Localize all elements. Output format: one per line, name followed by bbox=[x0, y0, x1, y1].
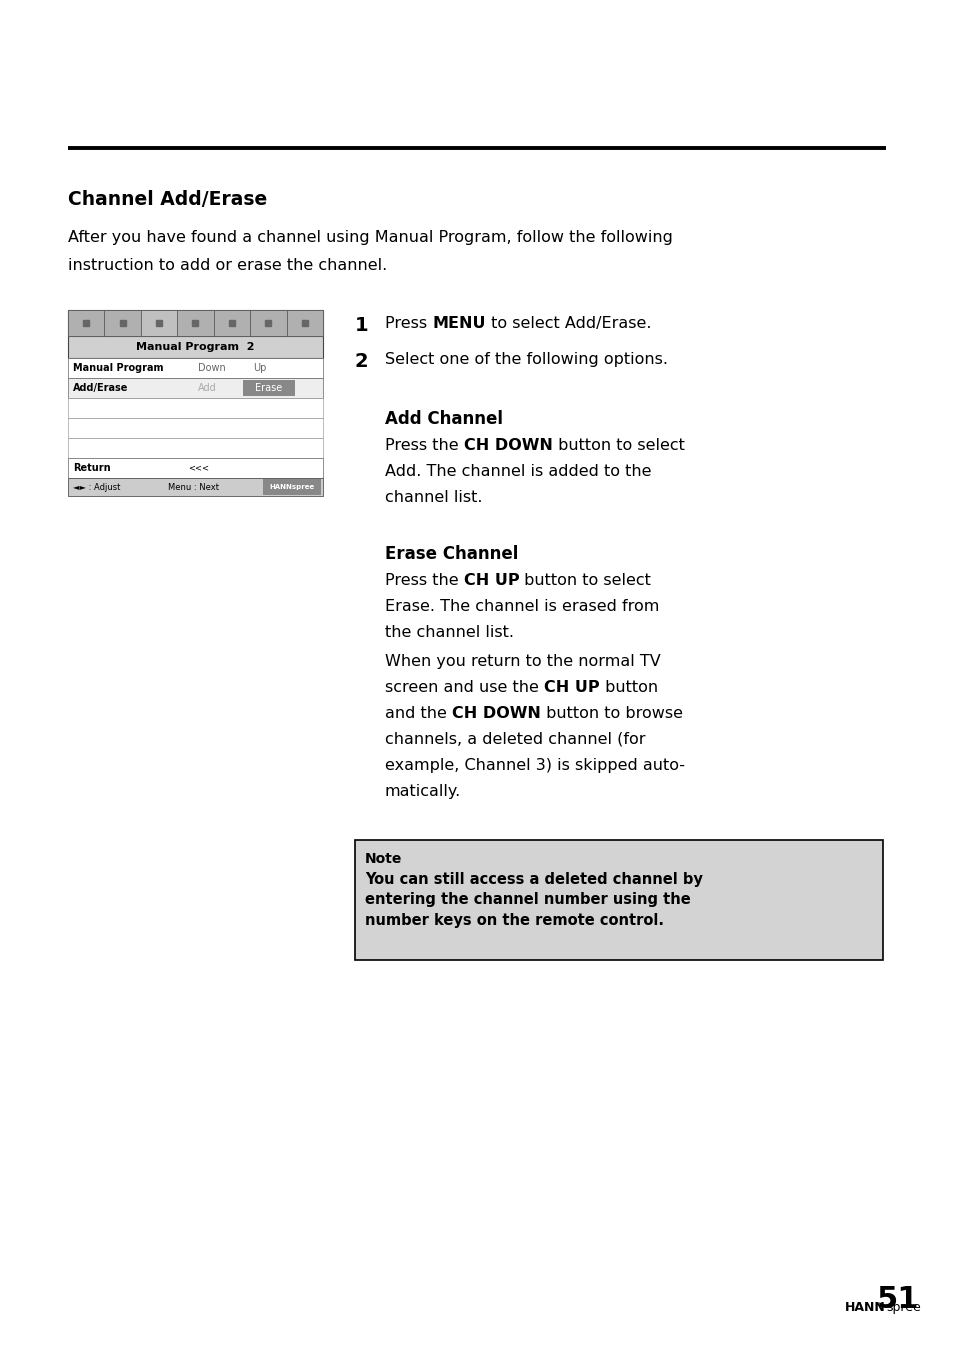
Text: <<<: <<< bbox=[188, 464, 209, 472]
Text: Add. The channel is added to the: Add. The channel is added to the bbox=[385, 464, 651, 479]
Text: 51: 51 bbox=[876, 1284, 918, 1314]
Text: CH UP: CH UP bbox=[543, 680, 599, 695]
Text: Erase Channel: Erase Channel bbox=[385, 545, 517, 562]
Text: the channel list.: the channel list. bbox=[385, 625, 514, 639]
Text: Note: Note bbox=[365, 852, 402, 867]
Bar bbox=[68, 310, 323, 337]
Text: Press: Press bbox=[385, 316, 432, 331]
Text: You can still access a deleted channel by
entering the channel number using the
: You can still access a deleted channel b… bbox=[365, 872, 702, 927]
Text: HANN: HANN bbox=[844, 1301, 885, 1314]
Bar bbox=[177, 310, 213, 337]
Text: Press the: Press the bbox=[385, 438, 463, 453]
Bar bbox=[263, 479, 320, 495]
Text: Select one of the following options.: Select one of the following options. bbox=[385, 352, 667, 366]
Bar bbox=[355, 840, 882, 960]
Text: to select Add/Erase.: to select Add/Erase. bbox=[485, 316, 651, 331]
Text: and the: and the bbox=[385, 706, 452, 721]
Bar bbox=[68, 458, 323, 479]
Text: 1: 1 bbox=[355, 316, 368, 335]
Bar bbox=[68, 379, 323, 397]
Text: MENU: MENU bbox=[432, 316, 485, 331]
Bar bbox=[141, 310, 177, 337]
Bar bbox=[68, 438, 323, 458]
Bar bbox=[68, 358, 323, 379]
Bar bbox=[250, 310, 286, 337]
Bar bbox=[286, 310, 323, 337]
Text: When you return to the normal TV: When you return to the normal TV bbox=[385, 654, 660, 669]
Text: CH UP: CH UP bbox=[463, 573, 518, 588]
Text: 2: 2 bbox=[355, 352, 368, 370]
Text: Add/Erase: Add/Erase bbox=[73, 383, 129, 393]
Bar bbox=[68, 310, 104, 337]
Text: instruction to add or erase the channel.: instruction to add or erase the channel. bbox=[68, 258, 387, 273]
Text: button to select: button to select bbox=[552, 438, 684, 453]
Text: button to select: button to select bbox=[518, 573, 651, 588]
Text: Erase. The channel is erased from: Erase. The channel is erased from bbox=[385, 599, 659, 614]
Text: Channel Add/Erase: Channel Add/Erase bbox=[68, 191, 267, 210]
Text: spree: spree bbox=[885, 1301, 920, 1314]
Text: Menu : Next: Menu : Next bbox=[168, 483, 219, 492]
Text: channel list.: channel list. bbox=[385, 489, 482, 506]
Bar bbox=[213, 310, 250, 337]
Text: Manual Program  2: Manual Program 2 bbox=[136, 342, 254, 352]
Text: Press the: Press the bbox=[385, 573, 463, 588]
Text: example, Channel 3) is skipped auto-: example, Channel 3) is skipped auto- bbox=[385, 758, 684, 773]
Text: Add Channel: Add Channel bbox=[385, 410, 502, 429]
Bar bbox=[243, 380, 294, 396]
Text: Erase: Erase bbox=[255, 383, 282, 393]
Bar bbox=[68, 418, 323, 438]
Text: matically.: matically. bbox=[385, 784, 460, 799]
Text: Return: Return bbox=[73, 462, 111, 473]
Text: Down: Down bbox=[198, 362, 226, 373]
Text: CH DOWN: CH DOWN bbox=[463, 438, 552, 453]
Text: After you have found a channel using Manual Program, follow the following: After you have found a channel using Man… bbox=[68, 230, 672, 245]
Text: button: button bbox=[599, 680, 657, 695]
Text: channels, a deleted channel (for: channels, a deleted channel (for bbox=[385, 731, 645, 748]
Text: ◄► : Adjust: ◄► : Adjust bbox=[73, 483, 120, 492]
Bar bbox=[68, 397, 323, 418]
Text: Manual Program: Manual Program bbox=[73, 362, 163, 373]
Bar bbox=[68, 337, 323, 358]
Text: Up: Up bbox=[253, 362, 266, 373]
Bar bbox=[104, 310, 141, 337]
Bar bbox=[68, 479, 323, 496]
Text: screen and use the: screen and use the bbox=[385, 680, 543, 695]
Text: Add: Add bbox=[198, 383, 216, 393]
Text: button to browse: button to browse bbox=[540, 706, 682, 721]
Text: HANNspree: HANNspree bbox=[269, 484, 314, 489]
Text: CH DOWN: CH DOWN bbox=[452, 706, 540, 721]
